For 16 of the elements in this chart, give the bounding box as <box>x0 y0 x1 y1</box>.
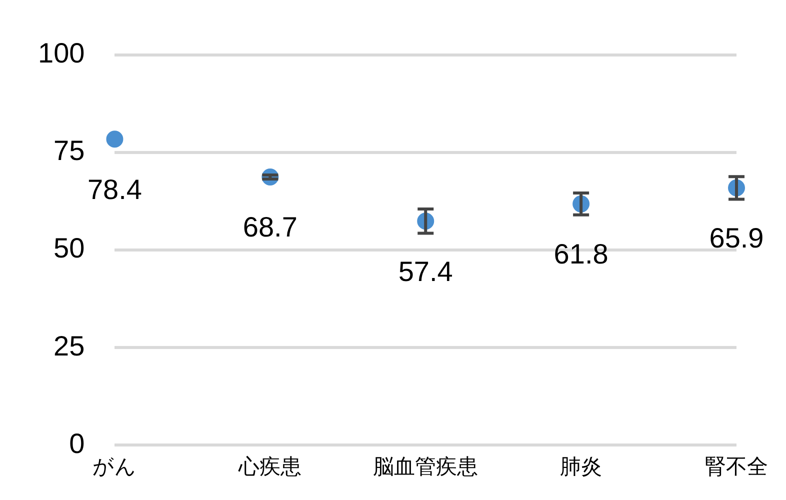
y-tick-label: 100 <box>38 38 85 69</box>
data-label: 78.4 <box>87 174 142 205</box>
x-tick-label: 肺炎 <box>560 456 602 479</box>
x-tick-label: がん <box>92 456 137 479</box>
y-tick-label: 0 <box>69 428 85 459</box>
point <box>106 130 124 148</box>
data-label: 68.7 <box>242 212 298 243</box>
x-tick-label: 腎不全 <box>705 456 768 479</box>
y-tick-label: 75 <box>54 135 85 166</box>
y-tick-label: 25 <box>54 330 85 362</box>
data-label: 61.8 <box>554 238 608 270</box>
data-label: 65.9 <box>709 222 764 254</box>
data-label: 57.4 <box>398 256 453 287</box>
y-tick-label: 50 <box>54 232 85 264</box>
x-tick-label: 心疾患 <box>238 456 302 479</box>
x-tick-label: 脳血管疾患 <box>373 456 478 479</box>
